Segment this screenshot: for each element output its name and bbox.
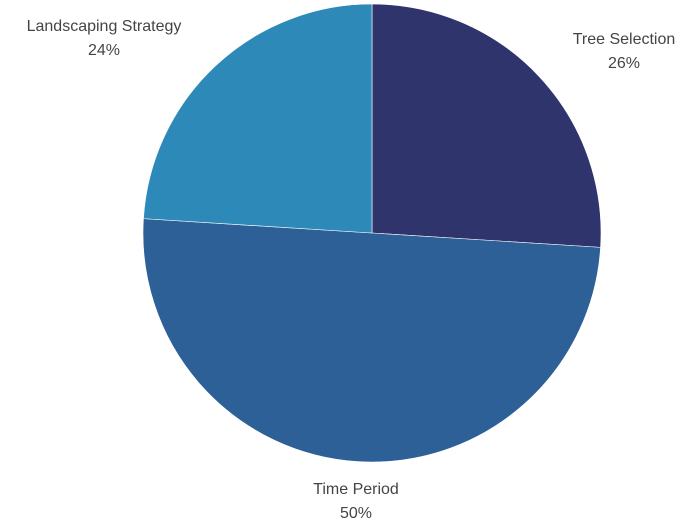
slice-label-tree-selection: Tree Selection [573,31,676,48]
slice-label-landscaping-strategy: Landscaping Strategy [27,18,182,35]
slice-percent-time-period: 50% [340,505,372,521]
slice-percent-tree-selection: 26% [608,55,640,72]
pie-slices [142,3,602,463]
pie-slice-tree-selection [371,3,602,248]
pie-labels: Tree Selection 26% Time Period 50% Landscapi… [27,18,676,521]
slice-percent-landscaping-strategy: 24% [88,42,120,59]
pie-slice-landscaping-strategy [143,3,373,234]
slice-label-time-period: Time Period [313,481,399,498]
pie-slice-time-period [142,218,601,463]
